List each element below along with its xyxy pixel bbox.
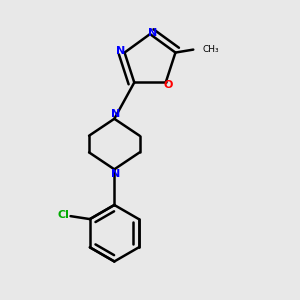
Text: N: N	[111, 109, 120, 119]
Text: O: O	[164, 80, 173, 90]
Text: N: N	[148, 28, 158, 38]
Text: N: N	[111, 169, 120, 179]
Text: Cl: Cl	[57, 210, 69, 220]
Text: N: N	[116, 46, 126, 56]
Text: CH₃: CH₃	[202, 44, 219, 53]
